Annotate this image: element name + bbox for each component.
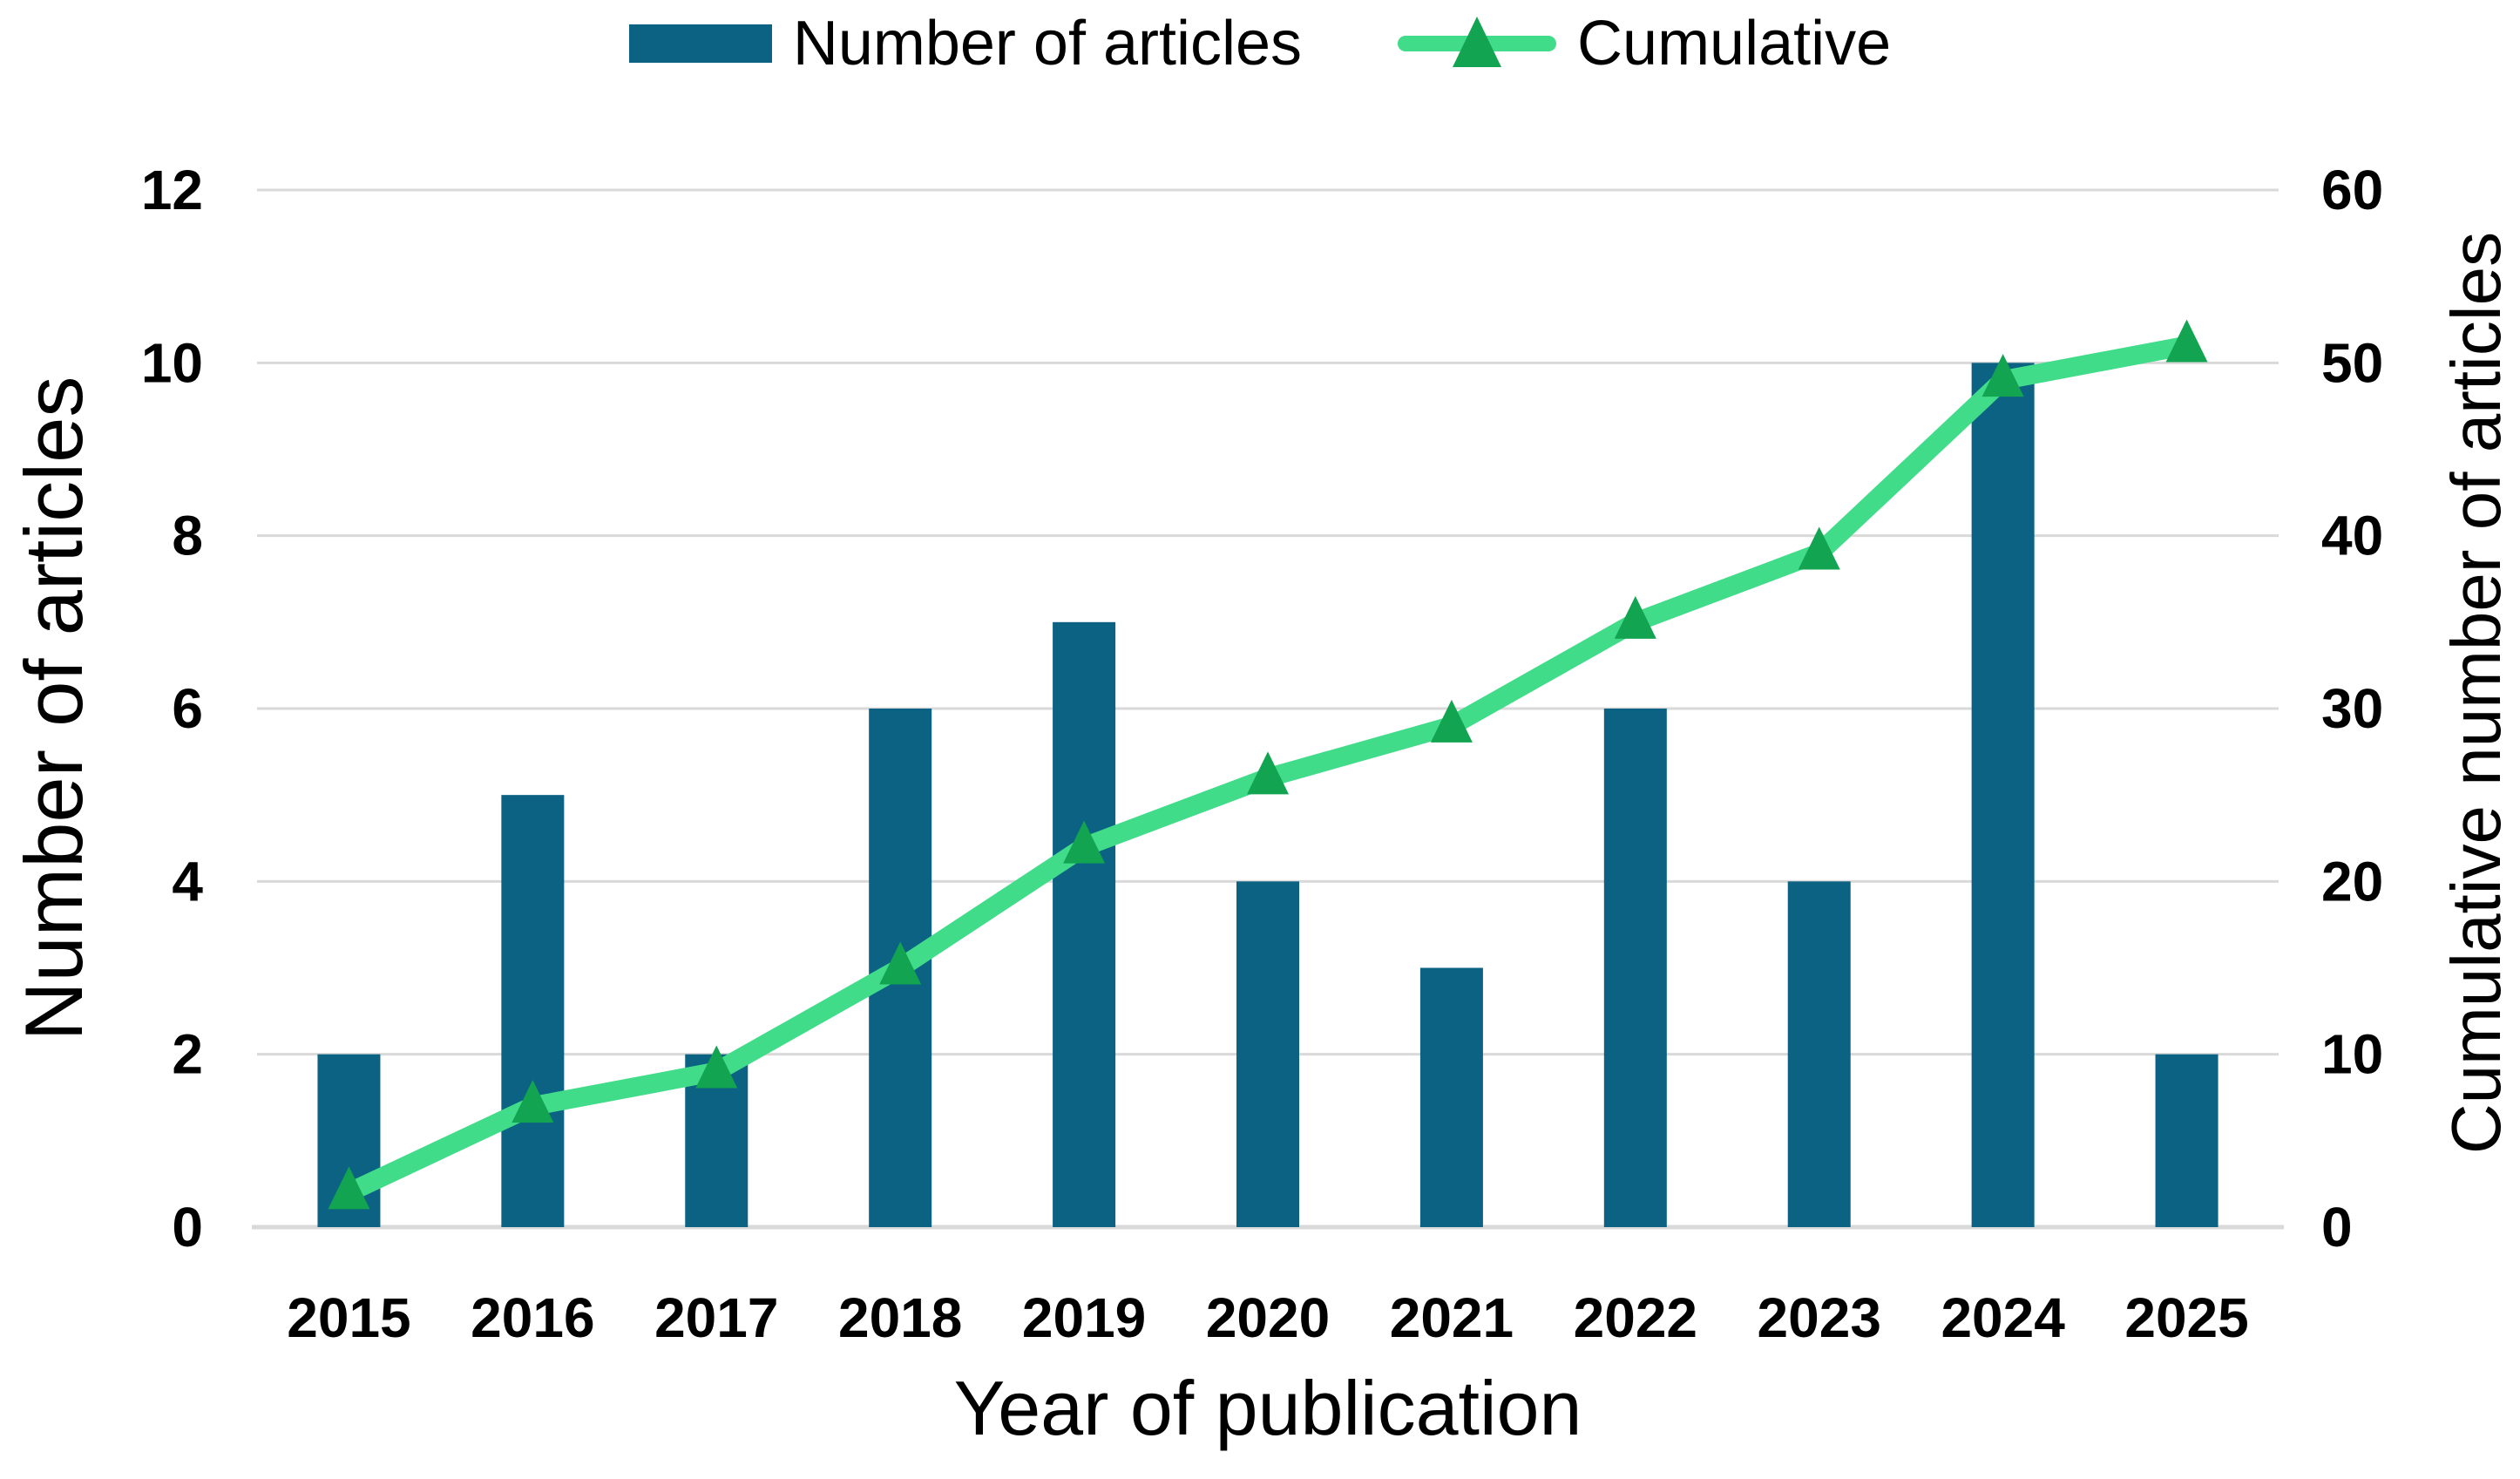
right-tick-10: 10 [2321, 1023, 2383, 1086]
left-tick-12: 12 [141, 159, 203, 221]
left-tick-0: 0 [172, 1196, 203, 1259]
marker-2021 [1430, 699, 1473, 743]
legend-item-number-of-articles: Number of articles [628, 9, 1303, 78]
right-axis-ticks: 0 10 20 30 40 50 60 [2321, 159, 2383, 1259]
left-axis-title: Number of articles [8, 376, 99, 1041]
bar-series-swatch-icon [628, 24, 772, 63]
line-series-swatch-icon [1398, 16, 1557, 71]
left-tick-6: 6 [172, 677, 203, 740]
left-tick-8: 8 [172, 505, 203, 567]
bar-2021 [1419, 967, 1483, 1227]
cumulative-markers [328, 319, 2208, 1210]
left-tick-4: 4 [172, 850, 203, 913]
x-tick-2020: 2020 [1206, 1286, 1330, 1349]
right-tick-60: 60 [2321, 159, 2383, 221]
gridlines [257, 188, 2279, 1056]
legend-label-number-of-articles: Number of articles [792, 9, 1303, 78]
bar-2019 [1053, 621, 1116, 1227]
marker-2016 [511, 1080, 554, 1123]
legend-item-cumulative: Cumulative [1398, 12, 1891, 75]
bar-series [317, 363, 2219, 1227]
triangle-marker-icon [1453, 17, 1502, 67]
bar-2024 [1971, 363, 2035, 1227]
marker-2018 [879, 941, 922, 985]
left-tick-2: 2 [172, 1023, 203, 1086]
left-tick-10: 10 [141, 331, 203, 394]
marker-2020 [1247, 751, 1289, 795]
bar-2022 [1603, 709, 1667, 1227]
x-tick-2017: 2017 [654, 1286, 778, 1349]
right-axis-title: Cumulative number of articles [2437, 231, 2515, 1155]
x-axis-ticks: 2015 2016 2017 2018 2019 2020 2021 2022 2023 2024… [287, 1286, 2248, 1349]
right-tick-40: 40 [2321, 505, 2383, 567]
x-tick-2016: 2016 [471, 1286, 594, 1349]
x-tick-2015: 2015 [287, 1286, 410, 1349]
x-tick-2019: 2019 [1022, 1286, 1146, 1349]
x-tick-2023: 2023 [1758, 1286, 1881, 1349]
x-tick-2025: 2025 [2124, 1286, 2248, 1349]
bar-2025 [2155, 1054, 2219, 1227]
right-tick-30: 30 [2321, 677, 2383, 740]
x-tick-2022: 2022 [1574, 1286, 1697, 1349]
marker-2017 [695, 1045, 738, 1089]
x-tick-2021: 2021 [1390, 1286, 1514, 1349]
x-tick-2024: 2024 [1941, 1286, 2065, 1349]
marker-2024 [1981, 354, 2024, 397]
marker-2015 [328, 1166, 370, 1210]
bar-2020 [1236, 881, 1299, 1227]
left-axis-ticks: 0 2 4 6 8 10 12 [141, 159, 204, 1259]
marker-2023 [1798, 526, 1840, 570]
marker-2022 [1614, 595, 1656, 639]
right-tick-50: 50 [2321, 331, 2383, 394]
marker-2025 [2165, 319, 2208, 363]
bar-2016 [501, 795, 565, 1227]
right-tick-0: 0 [2321, 1196, 2353, 1259]
x-tick-2018: 2018 [838, 1286, 962, 1349]
chart-legend: Number of articles Cumulative [0, 12, 2520, 75]
legend-label-cumulative: Cumulative [1577, 9, 1892, 78]
x-axis-title: Year of publication [953, 1365, 1582, 1451]
marker-2019 [1063, 820, 1106, 864]
right-tick-20: 20 [2321, 850, 2383, 913]
bar-2023 [1787, 881, 1851, 1227]
